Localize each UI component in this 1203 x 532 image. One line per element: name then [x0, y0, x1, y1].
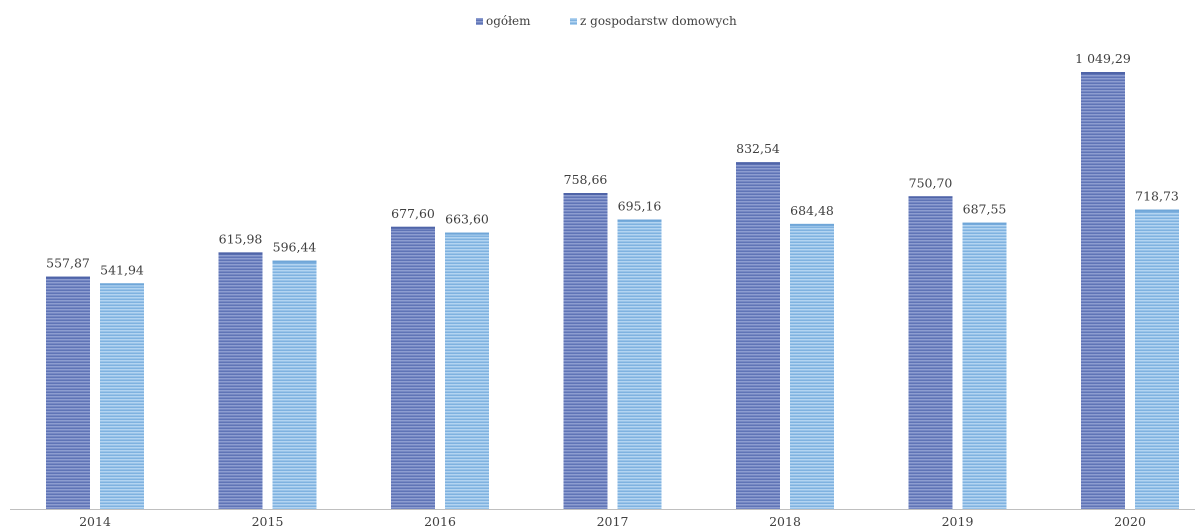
data-labels-group: 557,87 541,94 615,98 596,44 677,60 663,60 758,…	[46, 51, 1179, 277]
x-tick-label-2018: 2018	[769, 514, 801, 529]
bar-series1-2016	[391, 226, 435, 510]
data-label-series2-2017: 695,16	[618, 199, 662, 214]
bar-cap-series1-2019	[908, 196, 953, 199]
legend-label-ogolem: ogółem	[486, 14, 531, 28]
bar-cap-series1-2014	[46, 276, 90, 279]
bar-series2-2017	[617, 219, 662, 509]
x-tick-label-2015: 2015	[252, 514, 284, 529]
bars-group	[46, 72, 1179, 510]
bar-series1-2014	[46, 276, 90, 509]
legend-swatch-gospodarstwa	[570, 18, 577, 25]
bar-cap-series2-2015	[272, 260, 317, 263]
bar-cap-series1-2020	[1081, 72, 1125, 74]
bar-series1-2019	[908, 196, 953, 510]
bar-cap-series2-2017	[617, 219, 662, 222]
legend-item-gospodarstwa: z gospodarstw domowych	[570, 14, 737, 28]
bar-series2-2020	[1135, 209, 1179, 509]
bar-cap-series1-2016	[391, 226, 435, 229]
data-label-series2-2016: 663,60	[445, 212, 489, 227]
bar-cap-series1-2015	[218, 252, 263, 255]
bar-cap-series2-2020	[1135, 209, 1179, 212]
bar-series2-2018	[790, 223, 834, 509]
bar-cap-series1-2018	[736, 162, 780, 165]
bar-cap-series2-2019	[962, 222, 1007, 225]
data-label-series1-2017: 758,66	[564, 172, 608, 187]
data-label-series2-2015: 596,44	[273, 240, 317, 255]
data-label-series2-2014: 541,94	[100, 262, 144, 277]
bar-cap-series2-2018	[790, 223, 834, 226]
data-label-series2-2019: 687,55	[963, 202, 1007, 217]
x-tick-label-2014: 2014	[79, 514, 111, 529]
bar-series2-2019	[962, 222, 1007, 509]
legend-label-gospodarstwa: z gospodarstw domowych	[580, 14, 737, 28]
data-label-series2-2020: 718,73	[1135, 189, 1179, 204]
bar-series2-2014	[100, 283, 144, 509]
x-tick-label-2020: 2020	[1114, 514, 1146, 529]
legend: ogółem z gospodarstw domowych	[476, 14, 737, 28]
data-label-series2-2018: 684,48	[790, 203, 834, 218]
bar-cap-series2-2014	[100, 283, 144, 286]
bar-series1-2015	[218, 252, 263, 509]
bar-cap-series2-2016	[445, 232, 489, 235]
bar-series1-2017	[563, 193, 608, 509]
bar-series2-2016	[445, 232, 489, 509]
data-label-series1-2015: 615,98	[219, 231, 263, 246]
bar-series1-2020	[1081, 72, 1125, 509]
bar-series1-2018	[736, 162, 780, 509]
data-label-series1-2014: 557,87	[46, 256, 90, 271]
x-tick-label-2019: 2019	[942, 514, 974, 529]
legend-swatch-ogolem	[476, 18, 483, 25]
bar-cap-series1-2017	[563, 193, 608, 195]
legend-item-ogolem: ogółem	[476, 14, 531, 28]
x-axis-ticks: 2014 2015 2016 2017 2018 2019 2020	[79, 514, 1146, 529]
x-tick-label-2017: 2017	[597, 514, 629, 529]
bar-series2-2015	[272, 260, 317, 509]
data-label-series1-2016: 677,60	[391, 206, 435, 221]
data-label-series1-2018: 832,54	[736, 141, 780, 156]
data-label-series1-2020: 1 049,29	[1075, 51, 1131, 66]
data-label-series1-2019: 750,70	[909, 175, 953, 190]
x-tick-label-2016: 2016	[424, 514, 456, 529]
